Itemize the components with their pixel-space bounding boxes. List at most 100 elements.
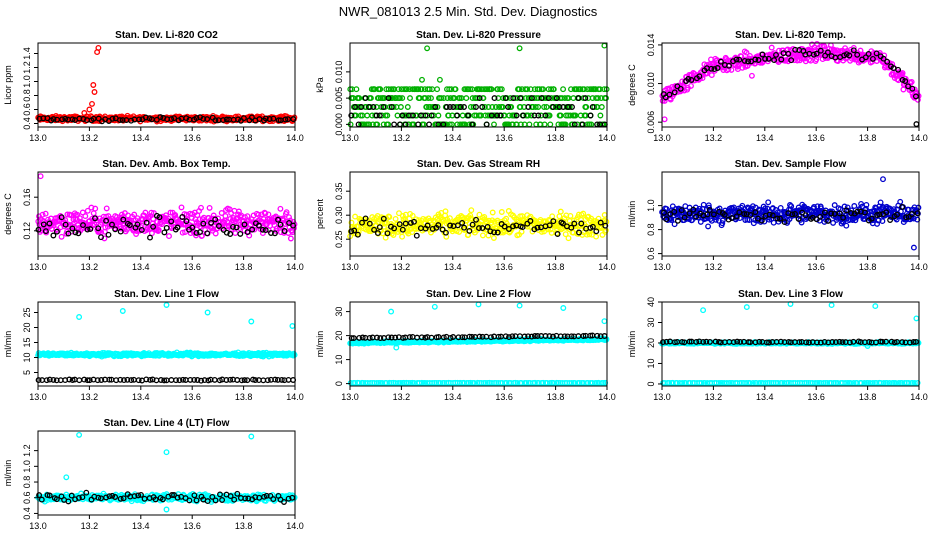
data-point (378, 112, 385, 119)
y-tick-label: 5 (22, 370, 32, 375)
data-point (220, 117, 227, 124)
x-tick-label: 14.0 (598, 133, 616, 143)
data-point (677, 85, 684, 92)
data-point (378, 104, 385, 110)
x-tick-label: 13.2 (705, 133, 723, 143)
y-tick-label: 0.8 (646, 223, 656, 236)
y-tick-label: 0.000 (334, 113, 344, 136)
data-point (666, 91, 673, 98)
data-point (377, 86, 384, 93)
y-tick-label: 0.16 (22, 188, 32, 206)
data-point (545, 95, 552, 102)
x-tick-label: 13.8 (235, 262, 253, 272)
data-point (565, 104, 572, 110)
data-point (671, 89, 678, 96)
x-tick-label: 14.0 (910, 392, 928, 402)
data-point (150, 215, 157, 222)
data-point (597, 112, 604, 119)
data-point (436, 76, 443, 83)
data-point (810, 51, 817, 58)
data-point (581, 86, 588, 93)
x-tick-label: 13.6 (183, 392, 201, 402)
data-point (422, 112, 429, 119)
data-point (237, 230, 244, 237)
y-tick-label: 30 (646, 317, 656, 327)
data-point (103, 205, 110, 212)
data-point (905, 83, 912, 90)
data-point (700, 307, 707, 314)
data-point (762, 55, 769, 62)
data-point (413, 232, 420, 239)
data-point (598, 104, 605, 110)
data-point (752, 56, 759, 63)
data-point (92, 205, 99, 212)
data-point (846, 52, 853, 59)
data-point (549, 213, 556, 220)
data-point (157, 114, 164, 121)
data-point (556, 213, 563, 220)
data-point (117, 228, 124, 235)
data-point (494, 112, 501, 119)
x-tick-label: 14.0 (598, 262, 616, 272)
data-point (171, 115, 178, 122)
data-point (492, 104, 499, 110)
data-point (232, 230, 239, 237)
data-point (461, 104, 467, 110)
data-point (513, 112, 520, 119)
y-tick-label: 0.12 (22, 222, 32, 240)
data-point (528, 95, 535, 102)
data-point (854, 51, 861, 58)
data-point (212, 230, 219, 237)
y-tick-label: 30 (334, 307, 344, 317)
x-tick-label: 13.0 (341, 262, 359, 272)
y-tick-label: 0.6 (22, 103, 32, 116)
data-point (876, 50, 883, 56)
data-point (741, 57, 748, 64)
data-point (168, 116, 175, 123)
data-point (475, 301, 482, 308)
data-point (543, 104, 550, 110)
x-tick-label: 14.0 (910, 133, 928, 143)
data-point (435, 112, 442, 119)
data-point (745, 58, 752, 65)
y-tick-label: 1.0 (646, 199, 656, 212)
x-tick-label: 13.4 (132, 133, 150, 143)
data-point (148, 209, 155, 216)
data-point (370, 104, 377, 110)
data-point (37, 173, 44, 180)
data-point (705, 223, 712, 230)
data-point (423, 104, 430, 110)
data-point (603, 95, 609, 102)
x-tick-label: 13.2 (705, 262, 723, 272)
y-axis-label: kPa (315, 77, 325, 93)
data-points (347, 42, 610, 128)
data-point (488, 86, 495, 93)
data-point (393, 95, 399, 102)
data-point (161, 218, 168, 225)
data-point (488, 112, 495, 119)
x-tick-label: 13.6 (183, 133, 201, 143)
y-tick-label: 40 (646, 297, 656, 307)
y-tick-label: 10 (22, 352, 32, 362)
x-tick-label: 13.0 (29, 133, 47, 143)
data-point (90, 82, 97, 88)
data-point (899, 70, 906, 77)
data-point (117, 117, 123, 124)
data-point (463, 95, 470, 102)
data-point (538, 95, 545, 102)
data-point (531, 112, 538, 119)
data-point (577, 86, 584, 93)
data-point (913, 315, 920, 322)
x-tick-label: 14.0 (286, 262, 304, 272)
data-point (428, 95, 434, 102)
y-tick-label: 0 (646, 381, 656, 386)
data-point (161, 229, 168, 236)
data-point (902, 78, 909, 85)
data-point (502, 95, 509, 102)
y-tick-label: 0.006 (646, 111, 656, 134)
y-axis-label: ml/min (627, 331, 637, 358)
data-point (777, 204, 784, 211)
data-point (759, 51, 766, 58)
data-point (880, 55, 887, 62)
